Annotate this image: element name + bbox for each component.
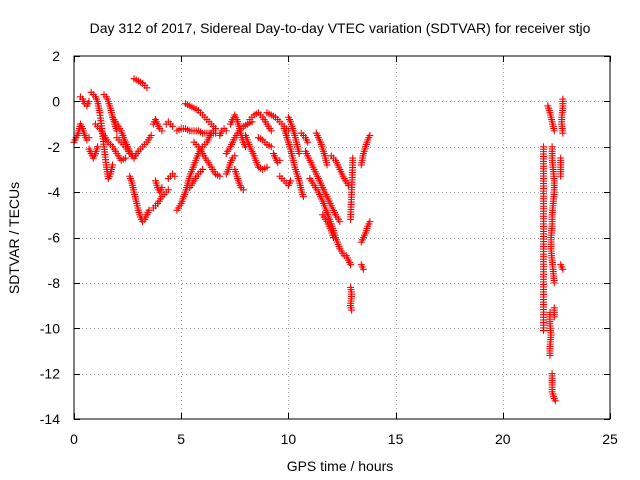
data-point-marker (121, 154, 129, 162)
data-point-marker (164, 186, 172, 194)
data-point-marker (239, 186, 247, 194)
data-point-marker (347, 261, 355, 269)
data-point-marker (85, 97, 93, 105)
data-point-marker (329, 234, 337, 241)
x-tick-label: 15 (388, 431, 404, 447)
y-tick-label: -4 (48, 184, 61, 200)
y-tick-label: 0 (52, 93, 60, 109)
y-axis-label: SDTVAR / TECUs (6, 182, 22, 294)
data-point-marker (143, 84, 151, 92)
data-point-marker (550, 127, 558, 135)
data-point-marker (267, 143, 275, 151)
data-point-marker (336, 218, 344, 226)
y-tick-label: -14 (40, 411, 60, 427)
data-point-marker (299, 193, 307, 201)
x-tick-label: 5 (177, 431, 185, 447)
data-points (70, 75, 567, 405)
data-point-marker (222, 127, 230, 135)
data-point-marker (231, 152, 239, 160)
data-point-marker (199, 165, 207, 173)
data-point-marker (550, 313, 558, 321)
data-point-marker (540, 327, 548, 335)
data-point-marker (267, 127, 275, 135)
y-tick-label: 2 (52, 48, 60, 64)
data-point-marker (558, 263, 566, 271)
data-point-marker (169, 122, 177, 130)
data-point-marker (145, 206, 153, 214)
data-point-marker (551, 397, 559, 405)
x-tick-label: 10 (281, 431, 297, 447)
data-point-marker (147, 131, 155, 139)
x-tick-label: 0 (70, 431, 78, 447)
data-point-marker (304, 138, 312, 146)
data-point-marker (216, 172, 224, 180)
data-point-marker (550, 279, 558, 287)
data-point-marker (109, 161, 117, 169)
data-point-marker (212, 125, 220, 133)
data-point-marker (85, 134, 93, 142)
y-tick-label: -2 (48, 139, 61, 155)
x-tick-label: 20 (495, 431, 511, 447)
data-point-marker (171, 172, 179, 180)
data-point-marker (557, 172, 565, 180)
data-point-marker (559, 129, 567, 137)
data-point-marker (366, 218, 374, 226)
y-tick-label: -6 (48, 230, 61, 246)
y-tick-label: -12 (40, 366, 60, 382)
data-point-marker (348, 306, 356, 314)
data-point-marker (94, 143, 102, 151)
chart-title: Day 312 of 2017, Sidereal Day-to-day VTE… (90, 20, 591, 36)
data-point-marker (323, 161, 331, 169)
data-point-marker (359, 265, 367, 273)
plot-border (73, 55, 611, 420)
data-point-marker (546, 351, 554, 359)
x-tick-label: 25 (602, 431, 618, 447)
y-tick-label: -8 (48, 275, 61, 291)
data-point-marker (158, 184, 166, 192)
x-axis-label: GPS time / hours (287, 458, 394, 474)
data-point-marker (295, 150, 303, 158)
grid-lines (74, 56, 610, 419)
data-point-marker (347, 215, 355, 223)
y-tick-label: -10 (40, 320, 60, 336)
data-point-marker (158, 127, 166, 135)
data-point-marker (366, 131, 374, 139)
data-point-marker (263, 163, 271, 171)
data-point-marker (287, 177, 295, 185)
data-point-marker (276, 156, 284, 164)
